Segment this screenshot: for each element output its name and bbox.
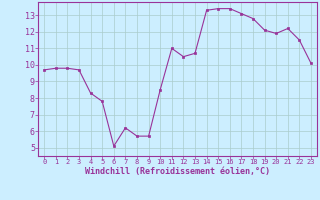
X-axis label: Windchill (Refroidissement éolien,°C): Windchill (Refroidissement éolien,°C) — [85, 167, 270, 176]
